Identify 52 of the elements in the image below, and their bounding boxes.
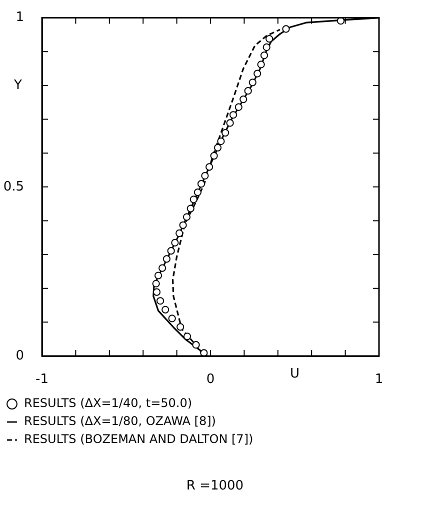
point [162,255,170,263]
x-tick-label: 0 [206,372,215,388]
point [158,264,166,272]
point [244,87,252,95]
point [176,323,184,331]
point [226,119,234,127]
point [194,188,202,196]
y-tick-label: 0.5 [3,179,24,194]
point [217,137,225,146]
point [260,52,268,60]
point [156,297,164,305]
legend-label: RESULTS (BOZEMAN AND DALTON [7]) [24,432,254,446]
point [266,34,274,43]
point [229,111,238,119]
point [257,60,265,68]
point [262,43,270,52]
y-tick-label: 0 [16,348,24,364]
point [282,25,290,33]
x-axis-title: U [290,366,300,382]
point [200,349,208,356]
x-tick-label: -1 [36,372,48,388]
point [201,172,209,180]
point [171,238,179,247]
text: R =1000 [186,478,244,494]
point [234,103,242,111]
point [154,272,162,280]
y-axis-title: Y [13,78,22,93]
point [336,18,345,25]
point [179,221,187,229]
point [162,306,170,314]
point [176,229,184,238]
point [182,213,191,221]
point [197,180,206,188]
point [210,152,218,160]
point [206,163,214,171]
point [192,341,200,349]
x-tick-label: 1 [374,372,384,388]
point [190,196,198,204]
point [152,288,161,296]
point [214,144,222,152]
y-tick-label: 1 [16,10,24,26]
point [222,128,230,137]
point [248,78,256,86]
point [240,96,248,104]
point [254,70,262,78]
legend-label: RESULTS (ΔX=1/40, t=50.0) [24,396,192,410]
point [168,314,176,322]
point [167,247,175,255]
legend-label: RESULTS (ΔX=1/80, OZAWA [8]) [24,414,216,428]
point [183,332,192,340]
point [186,204,194,212]
point [152,280,160,288]
